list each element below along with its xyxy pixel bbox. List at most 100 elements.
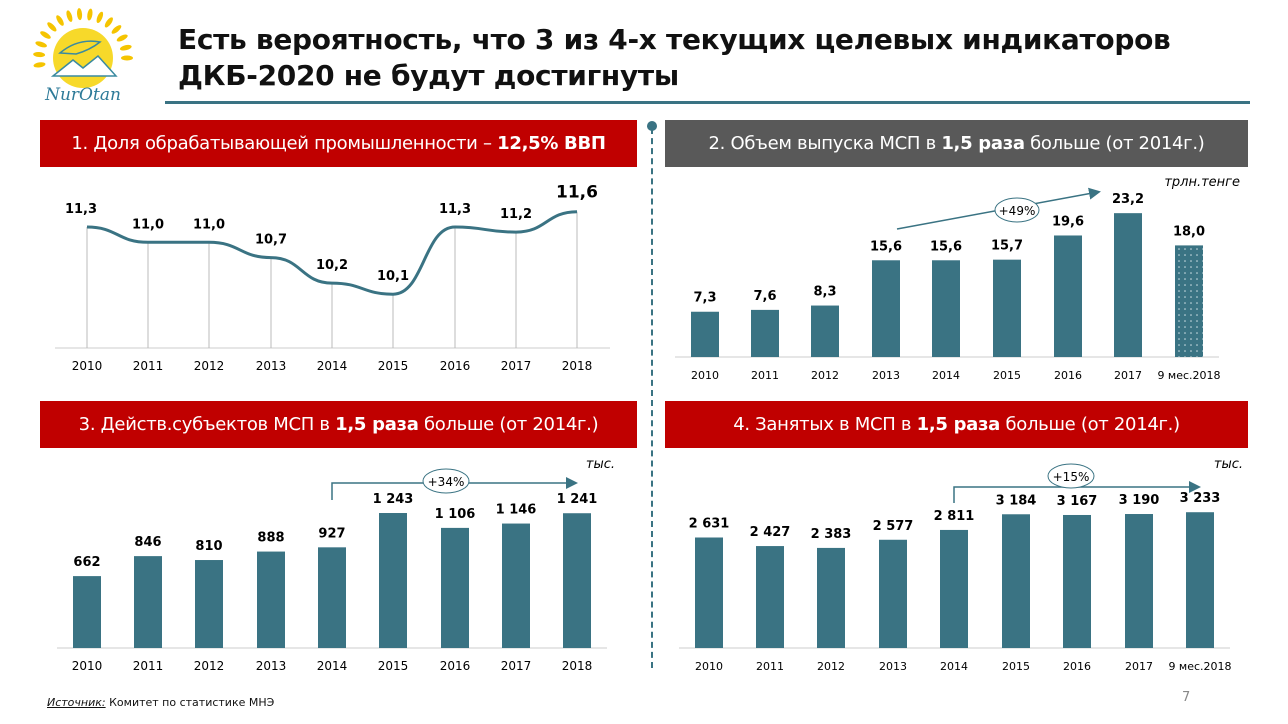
bar — [1063, 514, 1091, 648]
data-label: 3 167 — [1057, 494, 1098, 509]
data-label: 23,2 — [1112, 192, 1144, 207]
x-tick-label: 2015 — [993, 369, 1021, 382]
growth-arrow — [331, 477, 578, 500]
bar — [695, 537, 723, 648]
bar — [441, 527, 469, 648]
x-tick-label: 2011 — [133, 359, 164, 373]
bar — [1002, 514, 1030, 648]
header-bold: 12,5% ВВП — [497, 133, 606, 154]
growth-arrow — [953, 481, 1201, 503]
x-tick-label: 2018 — [562, 659, 593, 673]
x-tick-label: 2017 — [1114, 369, 1142, 382]
panel-2-header: 2. Объем выпуска МСП в 1,5 раза больше (… — [665, 120, 1248, 167]
x-tick-label: 2017 — [1125, 660, 1153, 673]
bar — [1186, 512, 1214, 648]
data-label: 2 811 — [934, 509, 975, 524]
x-tick-label: 2017 — [501, 359, 532, 373]
title-underline — [165, 101, 1250, 104]
bar — [134, 556, 162, 648]
bar — [379, 513, 407, 648]
bar — [73, 576, 101, 648]
x-tick-label: 2018 — [562, 359, 593, 373]
x-tick-label: 2011 — [751, 369, 779, 382]
x-tick-label: 2012 — [811, 369, 839, 382]
data-label: 11,6 — [556, 183, 598, 203]
bar — [751, 309, 779, 357]
bar — [872, 260, 900, 357]
data-label: 15,6 — [930, 239, 962, 254]
bar — [1114, 213, 1142, 357]
unit-label: тыс. — [586, 457, 615, 472]
data-label: 18,0 — [1173, 224, 1205, 239]
data-label: 1 146 — [496, 503, 537, 518]
growth-badge — [1047, 463, 1095, 489]
page-title: Есть вероятность, что 3 из 4-х текущих ц… — [178, 22, 1171, 94]
bar — [691, 311, 719, 357]
x-tick-label: 2013 — [879, 660, 907, 673]
header-text: 2. Объем выпуска МСП в — [708, 133, 942, 154]
data-label: 2 577 — [873, 519, 914, 534]
bar — [257, 551, 285, 648]
x-tick-label: 2017 — [501, 659, 532, 673]
x-tick-label: 2015 — [378, 359, 409, 373]
header-bold: 1,5 раза — [335, 414, 419, 435]
x-tick-label: 2013 — [256, 359, 287, 373]
data-label: 3 233 — [1180, 491, 1221, 506]
data-label: 11,0 — [132, 217, 164, 232]
page-number: 7 — [1182, 690, 1191, 705]
bar — [1054, 235, 1082, 357]
nur-otan-logo: NurOtan — [33, 8, 133, 105]
x-tick-label: 2016 — [1054, 369, 1082, 382]
series-line — [86, 210, 578, 296]
header-text: 3. Действ.субъектов МСП в — [78, 414, 336, 435]
x-tick-label: 2015 — [1002, 660, 1030, 673]
data-label: 7,3 — [693, 291, 716, 306]
x-tick-label: 2014 — [317, 659, 348, 673]
header-suffix: больше (от 2014г.) — [1024, 133, 1205, 154]
x-tick-label: 2016 — [440, 359, 471, 373]
data-label: 2 383 — [811, 527, 852, 542]
x-tick-label: 9 мес.2018 — [1157, 369, 1220, 382]
x-tick-label: 2014 — [317, 359, 348, 373]
bar — [195, 560, 223, 648]
bar — [1175, 245, 1203, 357]
data-label: 11,3 — [65, 202, 97, 217]
bar — [817, 547, 845, 648]
title-line-1: Есть вероятность, что 3 из 4-х текущих ц… — [178, 23, 1171, 56]
x-tick-label: 2013 — [872, 369, 900, 382]
x-tick-label: 2012 — [817, 660, 845, 673]
panel-4-header: 4. Занятых в МСП в 1,5 раза больше (от 2… — [665, 401, 1248, 448]
source-text: Комитет по статистике МНЭ — [105, 696, 275, 709]
svg-text:NurOtan: NurOtan — [44, 85, 121, 105]
data-label: 19,6 — [1052, 214, 1084, 229]
data-label: 11,3 — [439, 202, 471, 217]
data-label: 10,1 — [377, 269, 409, 284]
data-label: 3 190 — [1119, 493, 1160, 508]
data-label: 11,0 — [193, 217, 225, 232]
bar — [932, 260, 960, 357]
data-label: 1 106 — [435, 507, 476, 522]
growth-badge — [422, 468, 470, 494]
x-tick-label: 2010 — [72, 659, 103, 673]
header-suffix: больше (от 2014г.) — [418, 414, 599, 435]
bar — [318, 547, 346, 648]
x-tick-label: 2014 — [932, 369, 960, 382]
x-tick-label: 2015 — [378, 659, 409, 673]
growth-label: +49% — [999, 204, 1036, 218]
data-label: 1 241 — [557, 492, 598, 507]
data-label: 10,7 — [255, 233, 287, 248]
data-label: 7,6 — [753, 289, 776, 304]
header-bold: 1,5 раза — [916, 414, 1001, 435]
x-tick-label: 2010 — [72, 359, 103, 373]
header-bold: 1,5 раза — [941, 133, 1025, 154]
x-tick-label: 2011 — [133, 659, 164, 673]
data-label: 3 184 — [996, 493, 1037, 508]
x-tick-label: 2010 — [695, 660, 723, 673]
data-label: 2 631 — [689, 516, 730, 531]
data-label: 927 — [318, 526, 345, 541]
unit-label: трлн.тенге — [1164, 175, 1240, 190]
x-tick-label: 2011 — [756, 660, 784, 673]
data-label: 15,7 — [991, 239, 1023, 254]
